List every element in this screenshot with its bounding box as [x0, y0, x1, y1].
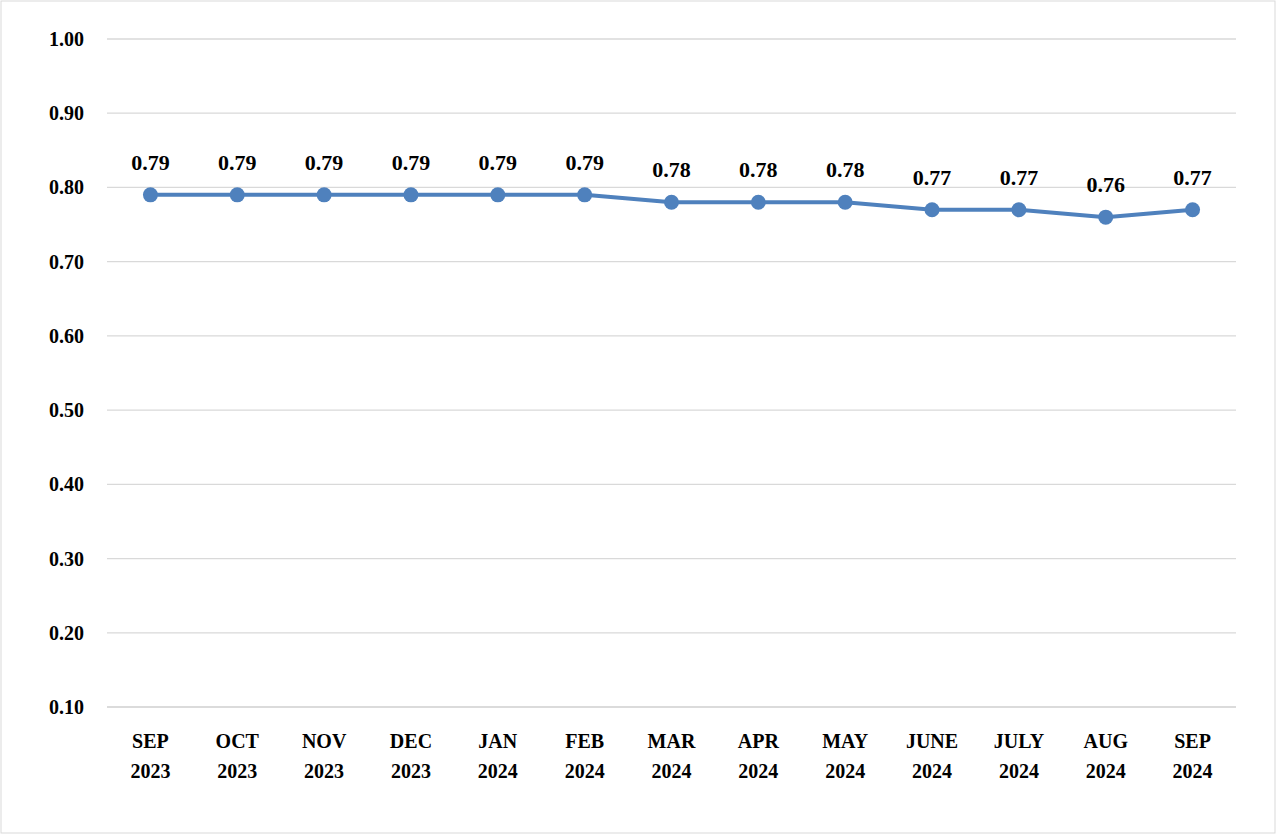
y-tick-label: 0.20	[49, 622, 84, 644]
x-tick-label-line: 2023	[130, 760, 170, 782]
x-tick-label: JAN 2024	[478, 730, 518, 782]
x-tick-label-line: MAR	[648, 730, 696, 752]
x-tick-label: MAR 2024	[648, 730, 696, 782]
series-marker	[1011, 202, 1026, 217]
x-tick-label-line: 2023	[304, 760, 344, 782]
x-tick-label: JUNE 2024	[906, 730, 958, 782]
x-tick-label-line: 2024	[652, 760, 692, 782]
series-group	[143, 187, 1200, 224]
grid-line	[107, 558, 1236, 559]
series-marker	[838, 195, 853, 210]
series-marker	[317, 187, 332, 202]
x-tick-label: SEP 2023	[130, 730, 170, 782]
x-tick-label-line: 2024	[478, 760, 518, 782]
x-tick-label-line: SEP	[1174, 730, 1211, 752]
data-label: 0.77	[1000, 165, 1039, 190]
x-tick-label: AUG 2024	[1084, 730, 1129, 782]
data-label: 0.79	[131, 150, 170, 175]
y-tick-label: 0.80	[49, 176, 84, 198]
x-tick-label: APR 2024	[738, 730, 780, 782]
grid-line	[107, 335, 1236, 336]
x-tick-label-line: MAY	[822, 730, 868, 752]
y-tick-label: 1.00	[49, 28, 84, 50]
x-tick-label: JULY 2024	[994, 730, 1045, 782]
series-marker	[230, 187, 245, 202]
x-tick-label-line: DEC	[390, 730, 432, 752]
x-tick-label-line: OCT	[216, 730, 260, 752]
data-label: 0.77	[1173, 165, 1212, 190]
x-tick-label-line: 2024	[738, 760, 778, 782]
grid-line	[107, 706, 1236, 707]
x-tick-label-line: 2024	[1086, 760, 1126, 782]
x-tick-label-line: 2024	[825, 760, 865, 782]
x-tick-label-line: JUNE	[906, 730, 958, 752]
grid-line	[107, 38, 1236, 39]
x-axis-line	[107, 706, 1236, 707]
series-marker	[143, 187, 158, 202]
chart-svg: 0.10 0.20 0.30 0.40 0.50 0.60 0.70 0.80 0.90 1.00…	[0, 0, 1276, 834]
data-label: 0.79	[218, 150, 257, 175]
x-tick-label: FEB 2024	[565, 730, 605, 782]
x-tick-label-line: APR	[738, 730, 780, 752]
series-marker	[751, 195, 766, 210]
x-tick-label-line: JULY	[994, 730, 1045, 752]
x-tick-label-line: 2023	[217, 760, 257, 782]
x-tick-label-line: 2024	[999, 760, 1039, 782]
series-marker	[490, 187, 505, 202]
data-label: 0.76	[1086, 172, 1125, 197]
x-tick-label: MAY 2024	[822, 730, 868, 782]
data-label: 0.78	[652, 157, 691, 182]
x-tick-label-line: 2023	[391, 760, 431, 782]
data-label: 0.77	[913, 165, 952, 190]
series-marker	[1185, 202, 1200, 217]
x-tick-label: OCT 2023	[216, 730, 260, 782]
series-marker	[577, 187, 592, 202]
chart-container: 0.10 0.20 0.30 0.40 0.50 0.60 0.70 0.80 0.90 1.00…	[0, 0, 1276, 834]
series-marker	[664, 195, 679, 210]
grid-line	[107, 113, 1236, 114]
x-tick-label: DEC 2023	[390, 730, 432, 782]
x-tick-label-line: 2024	[565, 760, 605, 782]
data-label: 0.78	[826, 157, 865, 182]
series-marker	[1098, 210, 1113, 225]
data-label: 0.79	[305, 150, 344, 175]
x-tick-label: SEP 2024	[1173, 730, 1213, 782]
y-tick-label: 0.60	[49, 325, 84, 347]
x-tick-label-line: JAN	[478, 730, 517, 752]
x-tick-label-line: FEB	[565, 730, 604, 752]
y-tick-label: 0.50	[49, 399, 84, 421]
y-tick-label: 0.90	[49, 102, 84, 124]
x-tick-label-line: NOV	[302, 730, 347, 752]
data-label: 0.79	[565, 150, 604, 175]
series-line	[150, 195, 1192, 217]
data-label: 0.79	[479, 150, 518, 175]
grid-line	[107, 261, 1236, 262]
x-tick-label-line: 2024	[1173, 760, 1213, 782]
x-tick-label-line: AUG	[1084, 730, 1129, 752]
x-tick-label-line: 2024	[912, 760, 952, 782]
x-tick-label-line: SEP	[132, 730, 169, 752]
grid-line	[107, 484, 1236, 485]
y-grid	[107, 39, 1236, 707]
grid-line	[107, 409, 1236, 410]
y-tick-label: 0.30	[49, 548, 84, 570]
y-tick-label: 0.10	[49, 696, 84, 718]
data-label: 0.79	[392, 150, 431, 175]
y-tick-label: 0.40	[49, 473, 84, 495]
grid-line	[107, 632, 1236, 633]
x-tick-label: NOV 2023	[302, 730, 347, 782]
y-tick-label: 0.70	[49, 251, 84, 273]
data-label: 0.78	[739, 157, 778, 182]
series-marker	[403, 187, 418, 202]
grid-line	[107, 187, 1236, 188]
chart-frame	[1, 1, 1275, 833]
series-marker	[925, 202, 940, 217]
